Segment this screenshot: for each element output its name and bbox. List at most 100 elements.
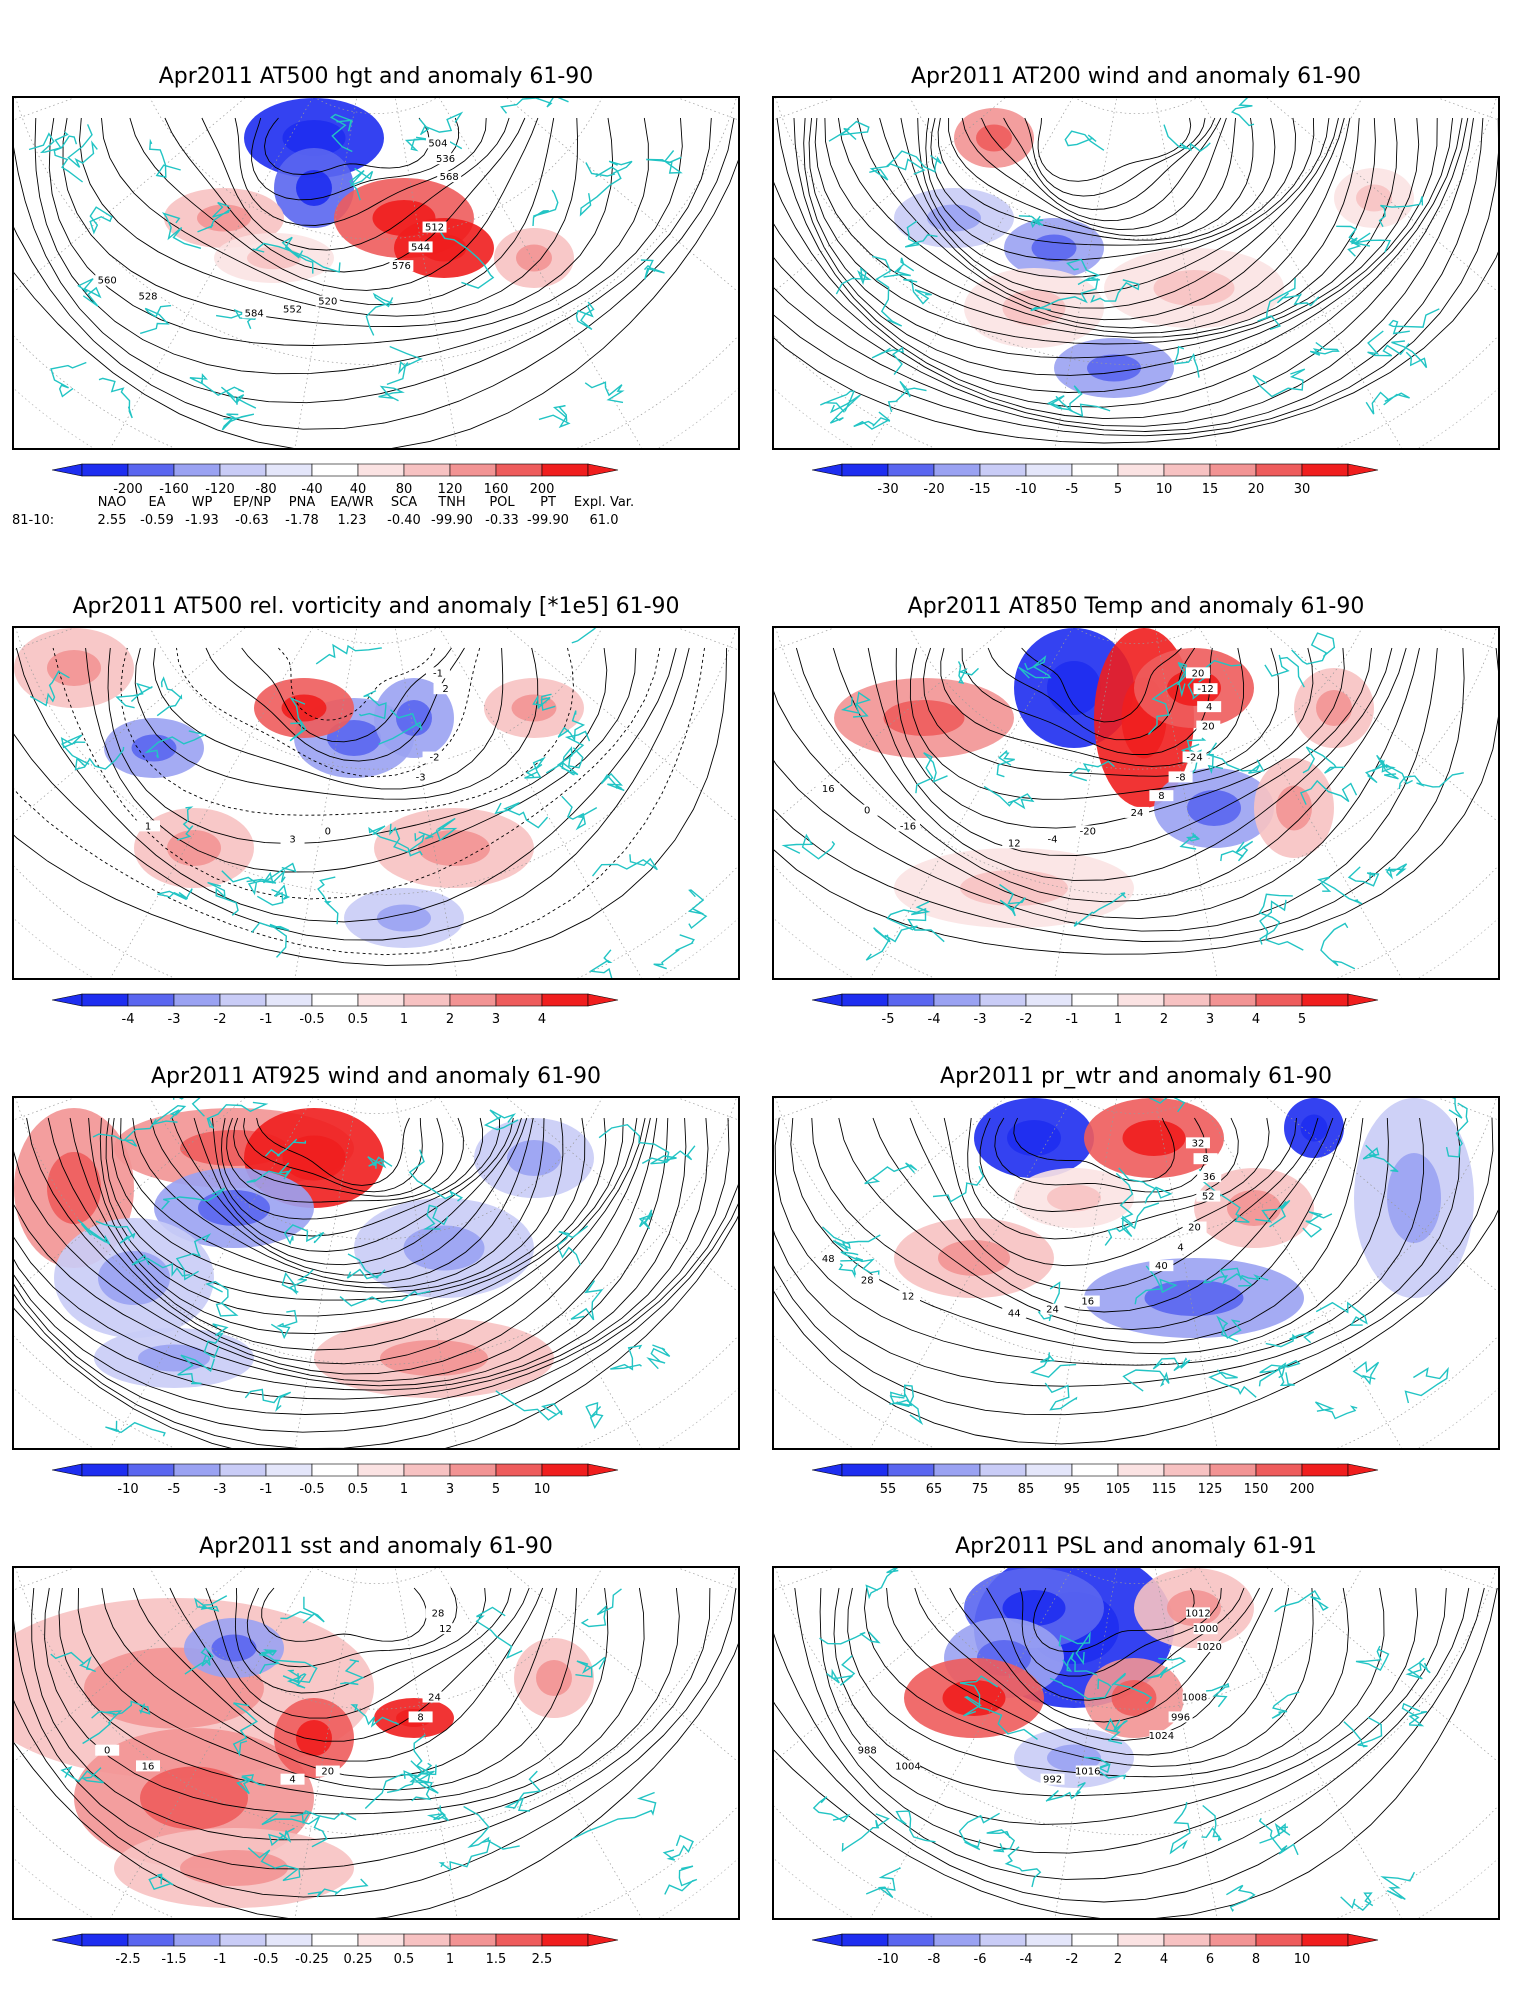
coastline: [999, 883, 1026, 917]
coastline: [330, 113, 353, 153]
coastline: [256, 884, 291, 906]
contour-label: 2: [442, 684, 448, 695]
coastline: [426, 1805, 450, 1822]
coastline: [865, 1568, 901, 1600]
contour-line: [132, 1117, 534, 1284]
colorbar-tick-label: -160: [159, 482, 189, 497]
coastline: [259, 1649, 281, 1675]
map-disk: [14, 1098, 738, 1448]
coastline: [646, 150, 683, 174]
contour-label-bg: [389, 260, 414, 272]
coastline: [963, 1696, 1038, 1740]
contour-label: 12: [902, 1291, 915, 1302]
coastline: [829, 394, 861, 424]
meridian-line: [865, 98, 1137, 448]
teleconnection-value-cell: -0.63: [235, 513, 269, 528]
colorbar-tick-label: -6: [974, 1952, 987, 1967]
coastline: [638, 1209, 653, 1230]
contour-line: [940, 647, 1245, 767]
coastline: [1340, 1892, 1374, 1912]
contour-line: [774, 117, 1474, 427]
colorbar-tick-label: 10: [534, 1482, 551, 1497]
map-disk: [774, 628, 1498, 978]
colorbar-tick-label: 10: [1156, 482, 1173, 497]
colorbar-tick-label: -40: [301, 482, 322, 497]
coastline: [1252, 368, 1306, 398]
contour-line: [774, 647, 1420, 920]
coastline: [1104, 1717, 1128, 1745]
coastline: [1090, 279, 1140, 303]
colorbar-bin: [495, 993, 543, 1007]
colorbar-bin: [1209, 463, 1257, 477]
colorbar-tick-label: 0.5: [348, 1482, 369, 1497]
colorbar-arrow-right: [587, 993, 619, 1007]
coastline: [958, 1812, 1000, 1851]
colorbar-tick-label: 5: [492, 1482, 500, 1497]
coastline: [1380, 1871, 1416, 1900]
contour-label: 52: [1202, 1192, 1215, 1203]
coastline: [828, 120, 870, 142]
coastline: [1062, 1652, 1098, 1676]
contour-line: [774, 117, 1498, 444]
coastline: [996, 750, 1015, 778]
contour-line: [774, 647, 1498, 955]
colorbar-bin: [1117, 463, 1165, 477]
coastline: [144, 730, 207, 759]
contour-label-bg: [95, 1744, 120, 1756]
contour-label: 12: [439, 1624, 452, 1635]
teleconnection-header-cell: NAO: [98, 495, 127, 510]
colorbar-tick-label: -3: [974, 1012, 987, 1027]
coastline: [1147, 1657, 1187, 1679]
colorbar-tick-label: -2: [1020, 1012, 1033, 1027]
colorbar-tick-label: -120: [205, 482, 235, 497]
contour-label-bg: [1193, 683, 1218, 695]
colorbar-tick-label: -2: [214, 1012, 227, 1027]
contour-label-bg: [1040, 833, 1065, 845]
colorbar-bin: [887, 993, 935, 1007]
contour-line: [15, 647, 677, 923]
contour-label: 8: [1158, 791, 1164, 802]
coastline: [1255, 1199, 1291, 1228]
colorbar-bin: [173, 1933, 221, 1947]
contour-label-bg: [408, 241, 433, 253]
colorbar-tick-label: -0.5: [253, 1952, 278, 1967]
contour-line: [201, 117, 510, 251]
coastline: [840, 691, 872, 718]
colorbar-bin: [81, 1933, 129, 1947]
coastline: [1004, 1846, 1042, 1888]
contour-label-bg: [816, 1253, 841, 1265]
coastline: [1445, 1102, 1469, 1158]
contour-label-bg: [855, 1744, 880, 1756]
coastline: [1045, 1781, 1086, 1802]
coastline: [1226, 1884, 1256, 1913]
coastline: [1372, 759, 1399, 780]
colorbar-bin: [311, 1463, 359, 1477]
colorbar-bin: [81, 1463, 129, 1477]
contour-line: [979, 1117, 1239, 1212]
contour-label-bg: [1182, 1691, 1207, 1703]
contour-line: [176, 647, 481, 778]
teleconnection-svg: NAO EA WP EP/NP PNA EA/WR SCA TNH POL PT Expl. Var…: [12, 495, 634, 528]
coastline: [579, 166, 622, 217]
colorbar-bin: [887, 463, 935, 477]
colorbar-tick-label: 2: [446, 1012, 454, 1027]
latitude-circle: [250, 1568, 502, 1584]
coastline: [1111, 1672, 1153, 1705]
colorbar-bin: [403, 993, 451, 1007]
coastline: [157, 888, 193, 901]
coastline: [50, 1651, 96, 1673]
contour-line: [838, 1117, 1347, 1331]
contour-line: [776, 117, 1454, 393]
coastline: [358, 690, 387, 720]
contour-line: [14, 647, 705, 956]
colorbar-temp850: -5 -4 -3 -2 -1 1 2 3 4 5: [812, 990, 1452, 1030]
coastline: [389, 823, 426, 853]
colorbar-tick-label: 75: [972, 1482, 989, 1497]
contour-label-bg: [855, 804, 880, 816]
contour-label: 20: [321, 1767, 334, 1778]
coastline: [532, 693, 556, 711]
coastline: [571, 1791, 657, 1840]
coastline: [418, 817, 458, 842]
contour-label-bg: [1196, 1190, 1221, 1202]
contour-line: [14, 117, 735, 430]
